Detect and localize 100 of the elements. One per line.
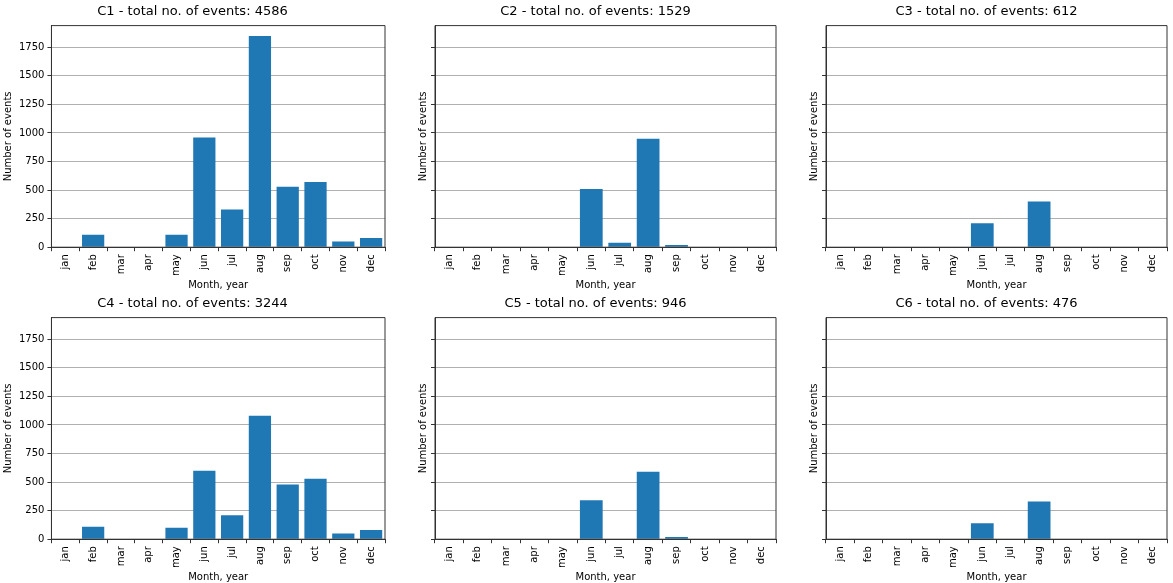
x-tick-label: jun	[975, 254, 987, 271]
chart-title: C1 - total no. of events: 4586	[97, 3, 288, 19]
x-tick-label: jul	[1004, 545, 1016, 559]
x-tick-label: jan	[58, 545, 70, 562]
x-tick-label: jan	[833, 254, 845, 271]
bar	[193, 470, 216, 539]
y-tick-label: 1750	[19, 40, 45, 52]
y-tick-label: 500	[25, 475, 45, 487]
y-tick-label: 500	[25, 183, 45, 195]
x-tick-label: aug	[253, 254, 265, 274]
x-tick-label: jun	[975, 545, 987, 563]
x-tick-label: may	[170, 545, 182, 568]
x-tick-label: jun	[197, 545, 209, 563]
x-tick-label: dec	[755, 254, 767, 273]
y-axis-title: Number of events	[1, 91, 13, 182]
x-tick-label: jan	[442, 545, 454, 562]
x-tick-label: nov	[1117, 254, 1129, 273]
x-tick-label: feb	[471, 545, 483, 562]
y-axis-title: Number of events	[1, 382, 13, 473]
x-tick-label: jun	[584, 254, 596, 271]
x-tick-label: jul	[613, 254, 625, 268]
x-tick-label: dec	[364, 545, 376, 564]
x-tick-label: may	[556, 254, 568, 277]
x-tick-label: oct	[1089, 254, 1101, 270]
x-axis-title: Month, year	[966, 278, 1028, 290]
x-tick-label: feb	[471, 254, 483, 271]
x-tick-label: feb	[862, 254, 874, 271]
y-tick-label: 1500	[19, 360, 45, 372]
x-tick-label: dec	[755, 545, 767, 564]
x-tick-label: nov	[726, 545, 738, 565]
x-tick-label: may	[947, 254, 959, 277]
chart-title: C3 - total no. of events: 612	[895, 3, 1078, 19]
x-tick-label: aug	[641, 254, 653, 274]
x-tick-label: jan	[58, 254, 70, 271]
x-tick-label: apr	[528, 253, 540, 271]
y-tick-label: 1250	[19, 98, 45, 110]
bar	[332, 241, 355, 247]
y-axis-title: Number of events	[807, 382, 819, 473]
x-tick-label: feb	[86, 545, 98, 562]
x-tick-label: jun	[197, 254, 209, 271]
x-tick-label: aug	[1032, 545, 1044, 565]
x-tick-label: aug	[641, 545, 653, 565]
y-tick-label: 1000	[19, 126, 45, 138]
x-tick-label: apr	[528, 544, 540, 563]
x-tick-label: dec	[1146, 254, 1158, 273]
x-tick-label: apr	[142, 544, 154, 563]
x-axis-title: Month, year	[966, 570, 1028, 582]
x-tick-label: oct	[698, 254, 710, 270]
y-axis-title: Number of events	[807, 91, 819, 182]
x-axis-title: Month, year	[188, 570, 250, 582]
bar	[165, 234, 188, 247]
y-tick-label: 750	[25, 155, 45, 167]
x-tick-label: feb	[862, 545, 874, 562]
bar	[221, 514, 244, 539]
x-tick-label: jun	[584, 545, 596, 563]
x-tick-label: apr	[919, 253, 931, 271]
chart-title: C6 - total no. of events: 476	[895, 294, 1078, 310]
y-tick-label: 250	[25, 503, 45, 515]
x-tick-label: may	[947, 545, 959, 568]
x-tick-label: jul	[613, 545, 625, 559]
bar	[359, 238, 383, 247]
x-tick-label: dec	[364, 254, 376, 273]
bar	[579, 188, 603, 247]
bar	[193, 137, 216, 247]
x-tick-label: mar	[890, 544, 902, 566]
x-tick-label: oct	[309, 545, 321, 562]
bar	[248, 35, 272, 247]
x-tick-label: sep	[281, 545, 293, 564]
x-axis-title: Month, year	[575, 278, 637, 290]
x-tick-label: dec	[1146, 545, 1158, 564]
x-tick-label: jul	[1004, 254, 1016, 268]
y-tick-label: 250	[25, 212, 45, 224]
bar	[304, 478, 327, 539]
bar	[82, 526, 105, 539]
x-tick-label: oct	[309, 254, 321, 270]
bar	[248, 415, 272, 539]
x-tick-label: sep	[1061, 545, 1073, 564]
y-tick-label: 1250	[19, 389, 45, 401]
x-tick-label: sep	[670, 254, 682, 272]
x-tick-label: nov	[1117, 545, 1129, 565]
x-tick-label: mar	[890, 253, 902, 275]
x-tick-label: oct	[1089, 545, 1101, 562]
bar	[165, 527, 188, 539]
chart-title: C2 - total no. of events: 1529	[500, 3, 691, 19]
x-tick-label: jan	[442, 254, 454, 271]
x-tick-label: mar	[114, 253, 126, 275]
bar	[332, 533, 355, 539]
bar	[608, 242, 632, 247]
y-tick-label: 1750	[19, 332, 45, 344]
bar	[221, 209, 244, 247]
x-tick-label: feb	[86, 254, 98, 271]
x-tick-label: jan	[833, 545, 845, 562]
bar	[359, 529, 383, 539]
chart-title: C4 - total no. of events: 3244	[97, 294, 288, 310]
x-tick-label: may	[556, 545, 568, 568]
x-tick-label: apr	[142, 253, 154, 271]
x-tick-label: mar	[499, 544, 511, 566]
x-tick-label: sep	[1061, 254, 1073, 272]
y-tick-label: 0	[38, 532, 45, 544]
x-tick-label: apr	[919, 544, 931, 563]
